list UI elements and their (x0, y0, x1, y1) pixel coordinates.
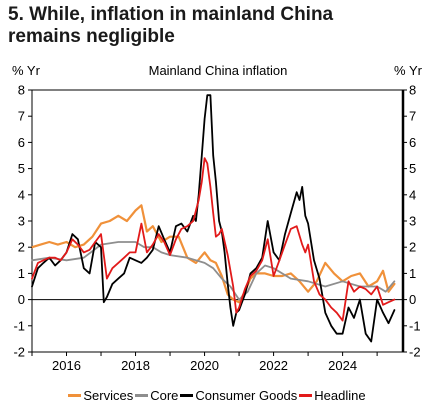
y-tick-label-left: 8 (18, 83, 25, 98)
legend-swatch (180, 394, 194, 398)
y-tick-label-left: 6 (18, 135, 25, 150)
x-tick-label: 2020 (190, 358, 219, 373)
series-line-consumer-goods (31, 94, 396, 343)
y-tick-label-right: 5 (409, 161, 416, 176)
y-tick-label-right: 0 (409, 292, 416, 307)
legend-swatch (299, 394, 313, 398)
legend-item-headline: Headline (299, 388, 366, 403)
headline-line-2: remains negligible (8, 26, 175, 47)
y-tick-label-left: -1 (13, 318, 25, 333)
series-line-core (31, 241, 396, 301)
y-tick-label-left: 4 (18, 187, 25, 202)
chart-title-block: 5. While, inflation in mainland China re… (8, 4, 428, 48)
series-line-services (30, 204, 396, 304)
x-tick-label: 2018 (121, 358, 150, 373)
headline-line-1: 5. While, inflation in mainland China (8, 4, 334, 25)
y-tick-label-right: 4 (409, 187, 416, 202)
x-tick-label: 2024 (328, 358, 357, 373)
x-tick-label: 2016 (52, 358, 81, 373)
right-axis-unit: % Yr (394, 63, 423, 78)
legend-swatch (68, 394, 82, 398)
y-tick-label-left: 7 (18, 109, 25, 124)
series-line-headline (31, 157, 396, 322)
y-tick-label-right: 8 (409, 83, 416, 98)
legend-label: Consumer Goods (195, 388, 298, 403)
y-tick-label-left: 5 (18, 161, 25, 176)
y-tick-label-right: 1 (409, 266, 416, 281)
y-tick-label-right: 3 (409, 214, 416, 229)
y-tick-label-left: 0 (18, 292, 25, 307)
y-tick-label-left: 3 (18, 214, 25, 229)
y-tick-label-right: 7 (409, 109, 416, 124)
y-tick-label-left: 1 (18, 266, 25, 281)
legend-label: Services (83, 388, 134, 403)
chart-legend: Services Core Consumer Goods Headline (0, 388, 434, 403)
y-tick-label-right: -2 (409, 345, 421, 360)
legend-label: Headline (314, 388, 366, 403)
legend-item-consumer-goods: Consumer Goods (180, 388, 297, 403)
y-tick-label-right: 6 (409, 135, 416, 150)
left-axis-unit: % Yr (12, 63, 41, 78)
legend-item-core: Core (135, 388, 178, 403)
legend-swatch (135, 394, 149, 398)
y-tick-label-left: 2 (18, 240, 25, 255)
chart-subtitle: Mainland China inflation (149, 63, 288, 78)
y-tick-label-right: -1 (409, 318, 421, 333)
line-chart: -2 -2 -1 -1 0 0 1 1 2 2 3 3 4 4 5 5 6 6 7 7 8 8 2016 2018 2020 20… (12, 63, 423, 373)
x-tick-label: 2022 (259, 358, 288, 373)
legend-item-services: Services (68, 388, 133, 403)
y-tick-label-left: -2 (13, 345, 25, 360)
y-tick-label-right: 2 (409, 240, 416, 255)
legend-label: Core (150, 388, 179, 403)
